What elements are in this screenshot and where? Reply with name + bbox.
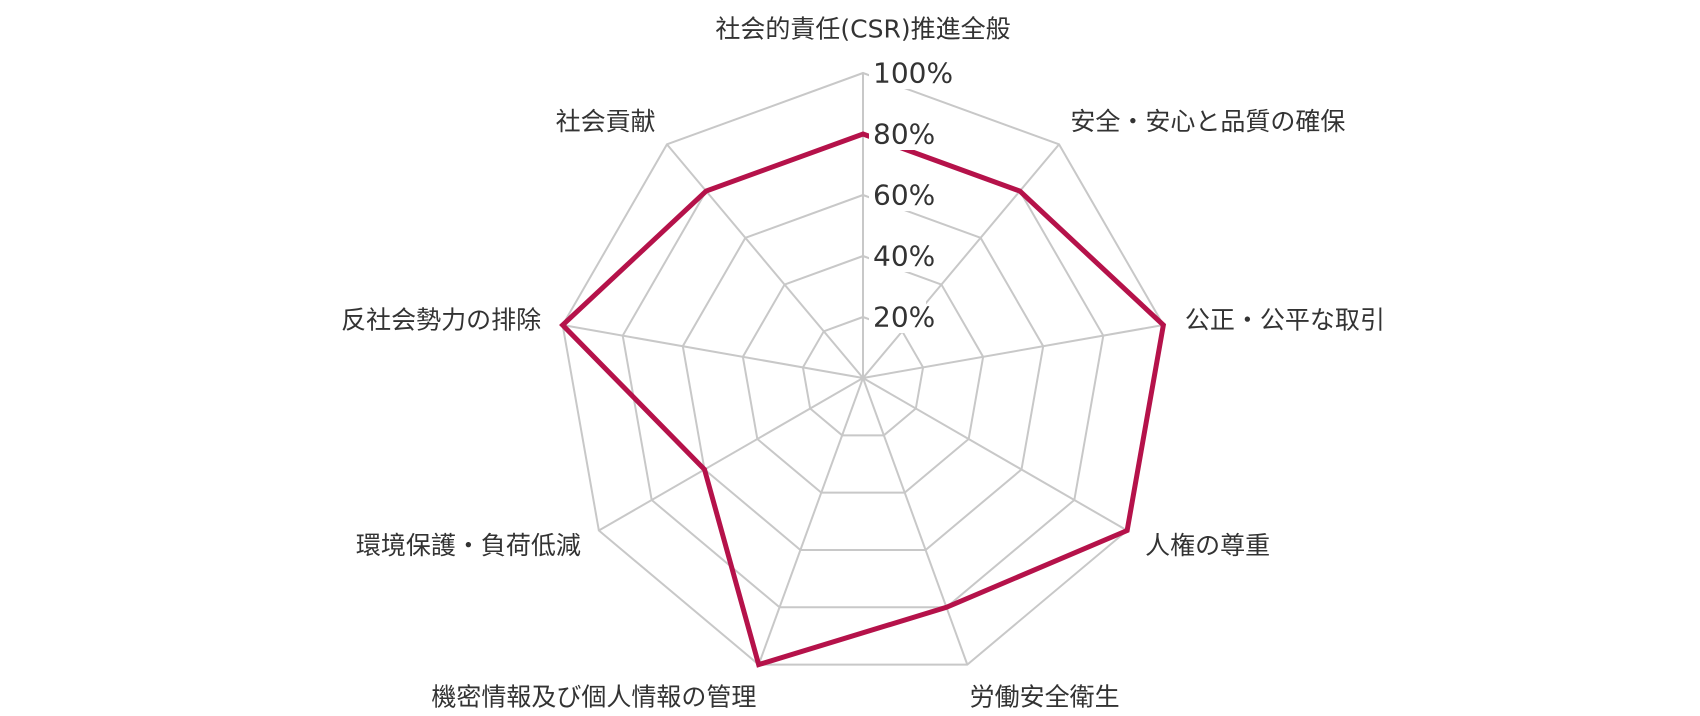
tick-label-group: 20% [869,301,935,334]
spoke [862,377,969,665]
label-layer: 社会的責任(CSR)推進全般安全・安心と品質の確保公正・公平な取引人権の尊重労働… [341,15,1385,712]
spoke [862,377,1128,532]
tick-label: 40% [873,240,935,273]
category-label: 人権の尊重 [1145,531,1270,560]
category-label: 社会貢献 [556,107,656,136]
tick-layer: 20% 40% 60% 80% 100% [869,57,953,334]
tick-label-bg [869,57,943,89]
spoke [862,143,1060,379]
grid-ring [681,193,1045,551]
tick-label-group: 60% [869,179,935,212]
grid-ring [621,132,1105,609]
grid-ring [741,254,985,494]
grid-ring [801,315,925,437]
tick-label-bg [869,240,926,272]
tick-label: 80% [873,118,935,151]
spoke [562,324,864,379]
category-label: 労働安全衛生 [970,682,1120,711]
category-label: 機密情報及び個人情報の管理 [431,682,756,711]
category-label: 安全・安心と品質の確保 [1070,107,1345,136]
spoke [598,377,864,532]
grid-ring [561,71,1165,666]
tick-label: 100% [873,57,953,90]
tick-label: 60% [873,179,935,212]
series-layer [559,131,1167,668]
grid-layer [561,71,1165,666]
tick-label-group: 80% [869,118,935,151]
tick-label-bg [869,301,926,333]
category-label: 公正・公平な取引 [1185,305,1385,334]
series-line [559,131,1167,668]
spoke [757,377,864,665]
spoke [666,143,864,379]
category-label: 反社会勢力の排除 [341,305,541,334]
tick-label-bg [869,179,926,211]
tick-label: 20% [873,301,935,334]
tick-label-group: 40% [869,240,935,273]
spoke [862,324,1164,379]
category-label: 環境保護・負荷低減 [356,531,581,560]
category-label: 社会的責任(CSR)推進全般 [715,15,1010,44]
tick-label-group: 100% [869,57,953,90]
tick-label-bg [869,118,926,150]
